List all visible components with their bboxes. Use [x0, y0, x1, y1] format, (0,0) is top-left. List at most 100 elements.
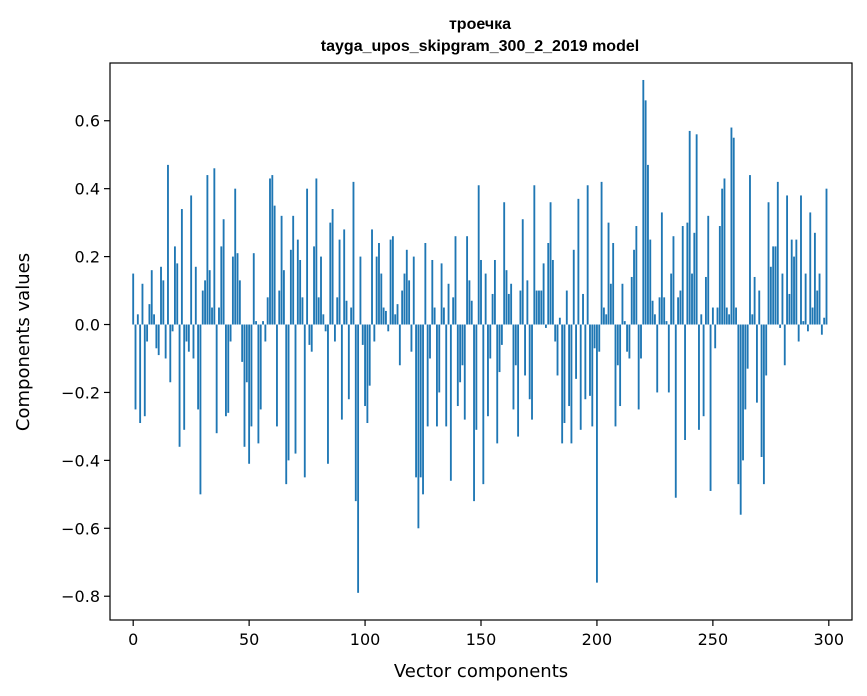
bar-199	[593, 324, 596, 349]
bar-183	[556, 324, 559, 376]
bar-205	[607, 222, 610, 325]
bar-197	[589, 324, 591, 396]
bar-196	[586, 185, 589, 325]
bar-4	[141, 283, 144, 325]
bar-272	[762, 324, 765, 485]
bar-154	[489, 324, 492, 359]
bar-291	[807, 324, 809, 332]
bar-21	[180, 209, 183, 325]
bar-266	[749, 175, 751, 325]
bar-46	[238, 280, 241, 325]
bar-90	[340, 324, 343, 420]
bar-195	[584, 324, 587, 400]
bar-100	[364, 324, 366, 407]
chart-subtitle: tayga_upos_skipgram_300_2_2019 model	[321, 38, 639, 55]
bar-259	[732, 137, 735, 325]
bar-44	[234, 188, 237, 325]
bar-53	[255, 321, 258, 325]
bar-161	[505, 270, 508, 325]
bar-186	[563, 324, 566, 424]
bar-251	[714, 324, 717, 349]
x-tick-label: 300	[814, 630, 845, 649]
bar-143	[463, 324, 466, 420]
bar-116	[401, 290, 404, 325]
bar-85	[329, 222, 332, 325]
bar-50	[248, 324, 251, 464]
bar-35	[213, 168, 216, 325]
bar-246	[702, 324, 705, 417]
x-tick-label: 250	[698, 630, 729, 649]
bar-1	[134, 324, 137, 410]
bar-288	[800, 195, 802, 325]
bar-74	[303, 324, 306, 478]
bar-289	[802, 321, 805, 325]
bar-166	[517, 324, 520, 437]
bar-180	[549, 202, 552, 325]
bar-80	[317, 297, 320, 325]
bar-147	[473, 324, 475, 502]
bar-191	[575, 324, 577, 379]
bar-8	[150, 270, 153, 325]
bar-206	[609, 283, 612, 325]
bar-165	[514, 324, 517, 366]
bar-202	[600, 181, 603, 325]
bar-280	[781, 273, 784, 325]
bar-34	[211, 307, 213, 325]
bar-152	[484, 273, 487, 325]
bar-176	[540, 290, 543, 325]
bar-126	[424, 243, 427, 325]
x-tick-label: 200	[582, 630, 613, 649]
bar-299	[825, 188, 828, 325]
y-tick-label: −0.4	[61, 451, 100, 470]
bar-63	[278, 290, 281, 325]
bar-94	[350, 307, 353, 325]
bar-283	[788, 293, 791, 325]
bar-43	[231, 256, 234, 325]
bar-40	[225, 324, 227, 417]
bar-137	[449, 324, 452, 481]
bar-119	[408, 280, 411, 325]
bar-29	[199, 324, 202, 495]
bar-158	[498, 324, 501, 373]
bar-234	[674, 324, 677, 498]
bar-257	[728, 314, 731, 325]
bar-242	[693, 232, 696, 325]
bar-5	[143, 324, 146, 417]
bar-231	[667, 324, 670, 393]
bar-163	[510, 283, 513, 325]
bar-52	[252, 253, 255, 325]
bar-23	[185, 324, 188, 342]
bar-245	[700, 314, 703, 325]
bar-16	[169, 324, 172, 383]
bar-122	[415, 324, 418, 478]
bar-157	[496, 324, 499, 444]
bar-297	[820, 324, 823, 335]
bar-151	[482, 324, 485, 485]
bar-87	[333, 324, 336, 342]
bar-57	[264, 324, 267, 342]
bar-75	[306, 188, 309, 325]
bar-212	[623, 321, 626, 325]
bar-102	[368, 324, 371, 386]
bar-223	[649, 239, 652, 325]
bar-236	[679, 290, 682, 325]
x-tick-label: 100	[350, 630, 381, 649]
bar-140	[456, 324, 459, 407]
bar-249	[709, 324, 712, 491]
bar-108	[382, 307, 385, 325]
bar-224	[651, 300, 654, 325]
bar-159	[500, 324, 503, 345]
bar-58	[266, 297, 269, 325]
bar-84	[327, 324, 329, 464]
bar-25	[190, 195, 193, 325]
bar-73	[301, 297, 304, 325]
bar-277	[774, 246, 777, 325]
bar-133	[440, 263, 443, 325]
bar-217	[635, 226, 638, 325]
bar-263	[742, 324, 744, 461]
bar-190	[572, 249, 575, 325]
bar-167	[519, 290, 522, 325]
bar-120	[410, 324, 413, 352]
bar-69	[292, 215, 295, 325]
bar-230	[665, 321, 668, 325]
